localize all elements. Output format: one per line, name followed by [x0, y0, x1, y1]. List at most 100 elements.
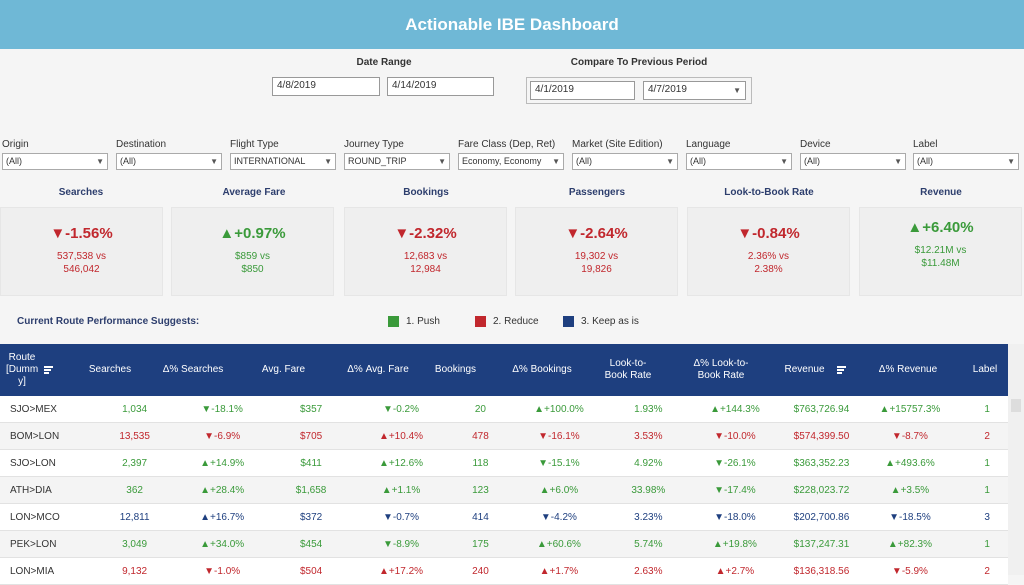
- cell-label: 1: [984, 484, 990, 496]
- kpi-current-value: 537,538 vs: [57, 251, 106, 262]
- kpi-previous-value: 546,042: [63, 264, 100, 275]
- column-header-delta-avg-fare[interactable]: Δ% Avg. Fare: [347, 364, 409, 375]
- cell-look-to-book: 2.63%: [634, 565, 663, 577]
- column-header-bookings[interactable]: Bookings: [434, 364, 477, 375]
- cell-look-to-book: 3.53%: [634, 430, 663, 442]
- cell-avg-fare: $454: [299, 538, 323, 550]
- cell-bookings: 240: [472, 565, 489, 577]
- cell-route: SJO>MEX: [10, 403, 57, 415]
- table-row[interactable]: ATH>DIA 362 ▲+28.4% $1,658 ▲+1.1% 123 ▲+6.0% 33…: [0, 477, 1008, 504]
- filter-flight-type-select[interactable]: INTERNATIONAL ▼: [230, 153, 336, 170]
- cell-delta-bookings: ▼-16.1%: [538, 430, 580, 442]
- table-scrollbar[interactable]: [1008, 344, 1024, 575]
- cell-delta-searches: ▲+28.4%: [200, 484, 245, 496]
- cell-revenue: $363,352.23: [793, 457, 850, 469]
- cell-look-to-book: 4.92%: [634, 457, 663, 469]
- cell-look-to-book: 33.98%: [631, 484, 666, 496]
- scrollbar-thumb[interactable]: [1011, 399, 1021, 412]
- column-header-avg-fare[interactable]: Avg. Fare: [261, 364, 306, 375]
- chevron-down-icon: ▼: [780, 157, 788, 166]
- filter-destination-value: (All): [120, 156, 136, 166]
- chevron-down-icon: ▼: [666, 157, 674, 166]
- page-title: Actionable IBE Dashboard: [405, 14, 619, 34]
- cell-route: ATH>DIA: [10, 484, 52, 496]
- cell-delta-look-to-book: ▼-17.4%: [714, 484, 756, 496]
- column-header-delta-searches[interactable]: Δ% Searches: [162, 364, 224, 375]
- legend-label-keep: 3. Keep as is: [581, 316, 639, 327]
- filter-label-select[interactable]: (All) ▼: [913, 153, 1019, 170]
- cell-revenue: $136,318.56: [793, 565, 850, 577]
- legend-swatch-push: [388, 316, 399, 327]
- sort-icon[interactable]: [836, 366, 846, 374]
- filter-journey-type: Journey Type ROUND_TRIP ▼: [344, 139, 450, 170]
- filter-destination-label: Destination: [116, 139, 167, 150]
- cell-route: LON>MIA: [10, 565, 55, 577]
- table-row[interactable]: LON>MIA 9,132 ▼-1.0% $504 ▲+17.2% 240 ▲+1.7% 2.…: [0, 558, 1008, 585]
- column-header-look-to-book[interactable]: Look-to-Book Rate: [604, 358, 652, 381]
- cell-searches: 1,034: [122, 403, 148, 415]
- column-header-route[interactable]: Route [Dumm y]: [0, 344, 53, 396]
- filter-market-value: (All): [576, 156, 592, 166]
- filter-origin-select[interactable]: (All) ▼: [2, 153, 108, 170]
- legend-keep: 3. Keep as is: [563, 316, 639, 327]
- kpi-previous-value: 19,826: [581, 264, 612, 275]
- kpi-current-value: $12.21M vs: [914, 245, 967, 256]
- filter-flight-type: Flight Type INTERNATIONAL ▼: [230, 139, 336, 170]
- column-header-label[interactable]: Label: [972, 364, 998, 375]
- compare-start-input[interactable]: 4/1/2019: [530, 81, 635, 100]
- sort-icon[interactable]: [44, 366, 53, 374]
- cell-delta-revenue: ▲+3.5%: [890, 484, 930, 496]
- filter-market-select[interactable]: (All) ▼: [572, 153, 678, 170]
- date-range-start-input[interactable]: 4/8/2019: [272, 77, 380, 96]
- cell-label: 1: [984, 457, 990, 469]
- cell-revenue: $574,399.50: [793, 430, 850, 442]
- column-header-searches[interactable]: Searches: [88, 364, 132, 375]
- cell-bookings: 478: [472, 430, 489, 442]
- filter-device-label: Device: [800, 139, 831, 150]
- cell-delta-revenue: ▼-8.7%: [891, 430, 928, 442]
- cell-route: PEK>LON: [10, 538, 57, 550]
- cell-avg-fare: $372: [299, 511, 323, 523]
- cell-avg-fare: $504: [299, 565, 323, 577]
- kpi-previous-value: 12,984: [410, 264, 441, 275]
- cell-bookings: 175: [472, 538, 489, 550]
- column-header-delta-look-to-book[interactable]: Δ% Look-to-Book Rate: [693, 358, 749, 381]
- cell-delta-look-to-book: ▼-26.1%: [714, 457, 756, 469]
- chevron-down-icon: ▼: [438, 157, 446, 166]
- column-header-revenue[interactable]: Revenue: [758, 344, 850, 396]
- column-header-delta-bookings[interactable]: Δ% Bookings: [512, 364, 572, 375]
- cell-delta-avg-fare: ▲+1.1%: [381, 484, 421, 496]
- kpi-card-searches: ▼-1.56% 537,538 vs 546,042: [0, 207, 163, 296]
- filter-language-label: Language: [686, 139, 731, 150]
- kpi-card-bookings: ▼-2.32% 12,683 vs 12,984: [344, 207, 507, 296]
- cell-delta-revenue: ▼-5.9%: [891, 565, 928, 577]
- date-range-end-input[interactable]: 4/14/2019: [387, 77, 494, 96]
- legend-label-reduce: 2. Reduce: [493, 316, 539, 327]
- kpi-change-value: ▼-2.32%: [394, 225, 457, 242]
- table-row[interactable]: PEK>LON 3,049 ▲+34.0% $454 ▼-8.9% 175 ▲+60.6% 5…: [0, 531, 1008, 558]
- table-row[interactable]: SJO>MEX 1,034 ▼-18.1% $357 ▼-0.2% 20 ▲+100.0% 1…: [0, 396, 1008, 423]
- kpi-change-value: ▼-0.84%: [737, 225, 800, 242]
- filter-language-select[interactable]: (All) ▼: [686, 153, 792, 170]
- filter-fare-class-select[interactable]: Economy, Economy ▼: [458, 153, 564, 170]
- filter-journey-type-value: ROUND_TRIP: [348, 156, 407, 166]
- cell-look-to-book: 5.74%: [634, 538, 663, 550]
- chevron-down-icon: ▼: [324, 157, 332, 166]
- table-row[interactable]: SJO>LON 2,397 ▲+14.9% $411 ▲+12.6% 118 ▼-15.1%…: [0, 450, 1008, 477]
- table-row[interactable]: LON>MCO 12,811 ▲+16.7% $372 ▼-0.7% 414 ▼-4.2% 3…: [0, 504, 1008, 531]
- table-row[interactable]: BOM>LON 13,535 ▼-6.9% $705 ▲+10.4% 478 ▼-16.1%…: [0, 423, 1008, 450]
- filter-destination-select[interactable]: (All) ▼: [116, 153, 222, 170]
- compare-end-select[interactable]: 4/7/2019 ▼: [643, 81, 746, 100]
- route-suggestion-heading: Current Route Performance Suggests:: [17, 316, 200, 327]
- cell-delta-bookings: ▲+60.6%: [536, 538, 581, 550]
- compare-period-label: Compare To Previous Period: [570, 57, 708, 68]
- cell-avg-fare: $411: [300, 457, 322, 469]
- legend-swatch-keep: [563, 316, 574, 327]
- filter-journey-type-select[interactable]: ROUND_TRIP ▼: [344, 153, 450, 170]
- column-header-delta-revenue[interactable]: Δ% Revenue: [878, 364, 938, 375]
- cell-delta-searches: ▲+16.7%: [200, 511, 245, 523]
- filter-device-select[interactable]: (All) ▼: [800, 153, 906, 170]
- kpi-change-value: ▲+6.40%: [907, 219, 974, 236]
- chevron-down-icon: ▼: [733, 86, 741, 95]
- filter-flight-type-value: INTERNATIONAL: [234, 156, 306, 166]
